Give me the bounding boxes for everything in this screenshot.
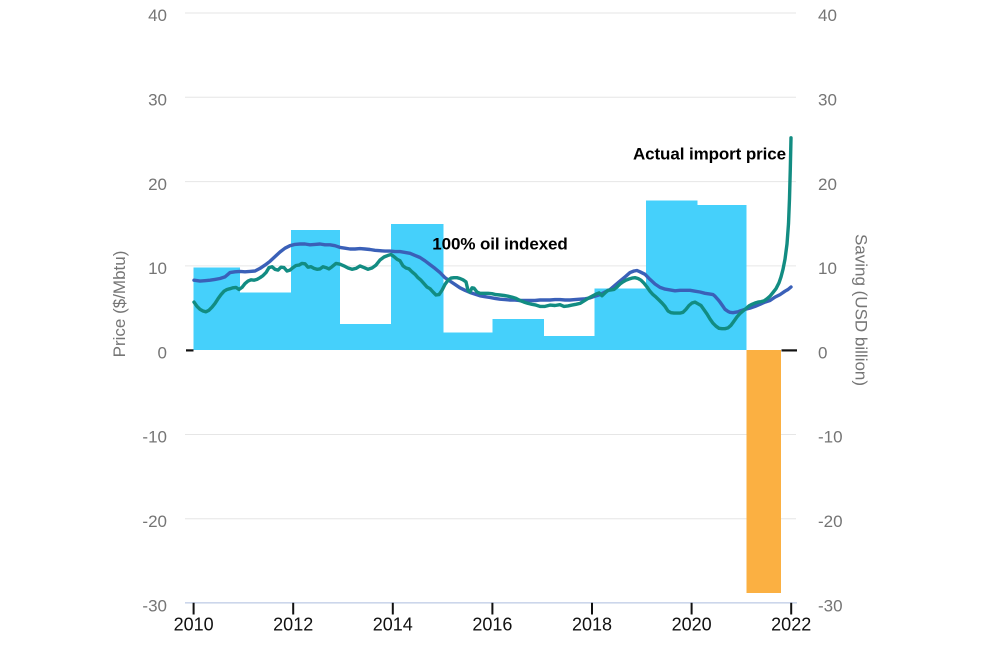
svg-text:30: 30 [818, 91, 837, 110]
svg-text:30: 30 [148, 91, 167, 110]
svg-text:10: 10 [818, 259, 837, 278]
svg-text:2022: 2022 [771, 615, 811, 635]
svg-text:40: 40 [148, 6, 167, 25]
svg-text:-20: -20 [818, 512, 843, 531]
svg-text:-20: -20 [142, 512, 167, 531]
svg-text:Actual import price: Actual import price [633, 145, 786, 164]
svg-text:-30: -30 [142, 596, 167, 615]
svg-text:0: 0 [158, 343, 167, 362]
svg-text:0: 0 [818, 343, 827, 362]
svg-text:Saving (USD billion): Saving (USD billion) [851, 234, 870, 386]
svg-text:100% oil indexed: 100% oil indexed [432, 235, 567, 254]
svg-text:-10: -10 [818, 428, 843, 447]
svg-text:2014: 2014 [373, 615, 413, 635]
svg-text:20: 20 [148, 175, 167, 194]
svg-text:20: 20 [818, 175, 837, 194]
svg-text:40: 40 [818, 6, 837, 25]
svg-text:-30: -30 [818, 596, 843, 615]
svg-text:2010: 2010 [174, 615, 214, 635]
svg-text:2018: 2018 [572, 615, 612, 635]
svg-text:2020: 2020 [672, 615, 712, 635]
svg-text:Price ($/Mbtu): Price ($/Mbtu) [110, 251, 129, 358]
svg-text:-10: -10 [142, 428, 167, 447]
svg-text:2016: 2016 [472, 615, 512, 635]
svg-text:2012: 2012 [273, 615, 313, 635]
svg-text:10: 10 [148, 259, 167, 278]
